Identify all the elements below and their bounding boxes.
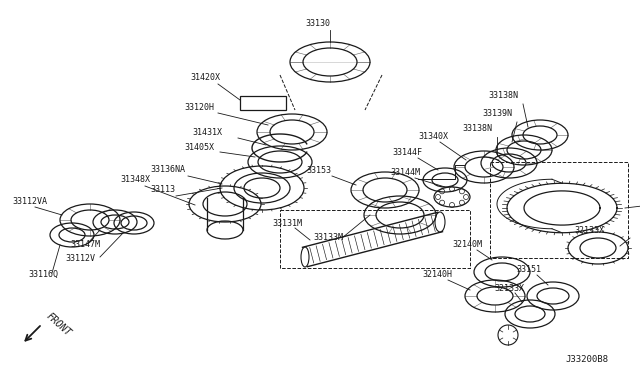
Text: 31420X: 31420X	[190, 73, 220, 82]
Text: 33139N: 33139N	[482, 109, 512, 118]
Text: 31340X: 31340X	[418, 132, 448, 141]
Text: FRONT: FRONT	[44, 311, 72, 338]
Text: 33130: 33130	[305, 19, 330, 28]
Text: 32140H: 32140H	[422, 270, 452, 279]
Text: 33133M: 33133M	[313, 233, 343, 242]
Text: 33138N: 33138N	[488, 91, 518, 100]
Text: 32133X: 32133X	[574, 226, 604, 235]
Text: 32140M: 32140M	[452, 240, 482, 249]
Text: 33120H: 33120H	[184, 103, 214, 112]
Text: 33138N: 33138N	[462, 124, 492, 133]
Text: 33112V: 33112V	[65, 254, 95, 263]
Text: J33200B8: J33200B8	[565, 355, 608, 364]
Text: 33116Q: 33116Q	[28, 270, 58, 279]
Text: 33144F: 33144F	[392, 148, 422, 157]
Text: 31405X: 31405X	[184, 143, 214, 152]
Bar	[240, 96, 286, 110]
Text: 33131M: 33131M	[272, 219, 302, 228]
Text: 31348X: 31348X	[120, 175, 150, 184]
Text: 31431X: 31431X	[192, 128, 222, 137]
Text: 33112VA: 33112VA	[12, 197, 47, 206]
Text: 33113: 33113	[150, 185, 175, 194]
Text: 33153: 33153	[306, 166, 331, 175]
Text: 33151: 33151	[516, 265, 541, 274]
Text: 33144M: 33144M	[390, 168, 420, 177]
Text: 32133X: 32133X	[494, 284, 524, 293]
Text: 33136NA: 33136NA	[150, 165, 185, 174]
Text: 33147M: 33147M	[70, 240, 100, 249]
